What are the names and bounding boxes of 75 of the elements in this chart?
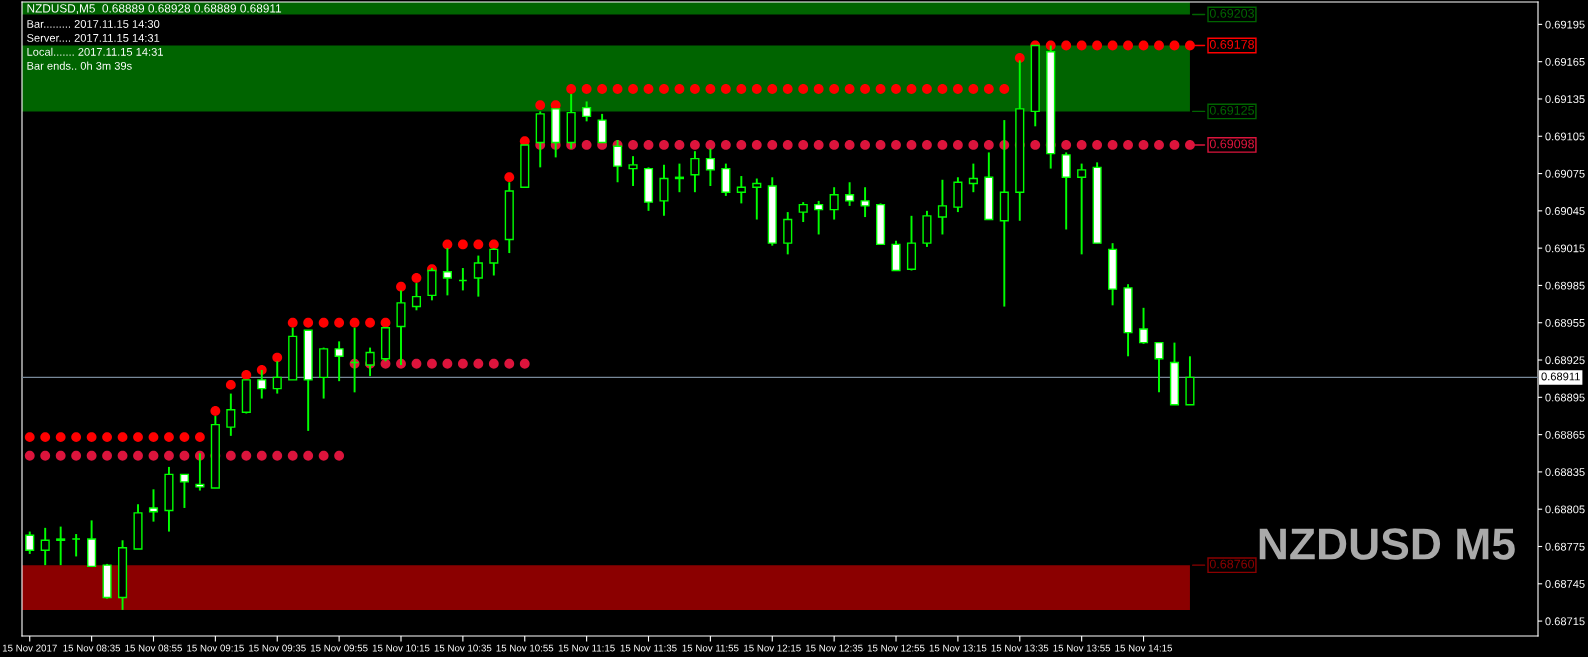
candlestick [40,526,50,567]
candlestick [659,163,669,217]
candlestick [690,150,700,194]
y-tick-label: 0.68745 [1545,580,1585,588]
data-label: 0.69098 [1209,139,1255,149]
candlestick [968,162,978,194]
x-tick-label: 15 Nov 2017 [2,644,57,652]
candlestick [628,155,638,187]
annotation: NZDUSD M5 [1259,528,1515,560]
y-tick-label: 0.69045 [1545,207,1585,215]
y-tick-label: 0.68925 [1545,356,1585,365]
candlestick [179,473,189,509]
data-label: 0.69178 [1209,40,1255,49]
y-tick-label: 0.68895 [1545,393,1585,402]
y-tick-label: 0.68985 [1545,281,1585,290]
annotation: Bar ends.. 0h 3m 39s [27,61,132,70]
candlestick [334,340,344,383]
band-label: 0.69125 [1209,105,1255,115]
x-tick-label: 15 Nov 10:35 [434,644,492,652]
candlestick [845,181,855,207]
band-label: 0.68760 [1209,559,1255,569]
x-tick-label: 15 Nov 10:15 [372,644,430,652]
y-tick-label: 0.69135 [1545,95,1585,104]
candlestick [1061,151,1071,231]
x-tick-label: 15 Nov 11:15 [558,644,615,652]
band-label: 0.69203 [1209,8,1255,18]
x-tick-label: 15 Nov 08:55 [125,644,182,652]
candlestick [829,186,839,221]
candlestick [473,254,483,298]
x-tick-label: 15 Nov 10:55 [496,644,554,652]
y-tick-label: 0.68835 [1545,468,1585,477]
x-tick-label: 15 Nov 12:55 [867,644,925,652]
x-tick-label: 15 Nov 09:55 [310,644,368,652]
chart-title: NZDUSD,M5 0.68889 0.68928 0.68889 0.68911 [27,4,282,14]
annotation: Bar......... 2017.11.15 14:30 [27,20,160,28]
candlestick [226,392,236,437]
y-tick-label: 0.69165 [1545,57,1585,66]
x-tick-label: 15 Nov 11:55 [682,644,739,652]
candlestick [798,201,808,224]
x-tick-label: 15 Nov 12:35 [805,644,863,652]
candlestick [814,199,824,236]
candlestick [860,186,870,219]
y-tick-label: 0.68955 [1545,319,1585,327]
x-tick-label: 15 Nov 09:35 [249,644,306,652]
candlestick [783,211,793,256]
y-tick-label: 0.69105 [1545,132,1585,141]
x-tick-label: 15 Nov 11:35 [620,644,677,652]
x-tick-label: 15 Nov 13:35 [991,644,1049,652]
x-tick-label: 15 Nov 09:15 [187,644,244,652]
x-tick-label: 15 Nov 13:15 [929,644,987,652]
candlestick [1138,306,1149,345]
y-tick-label: 0.68805 [1545,505,1585,514]
candlestick [1077,162,1087,256]
y-tick-label: 0.69075 [1545,169,1585,178]
candlestick [937,178,947,236]
candlestick [721,162,731,197]
candlestick [736,175,746,205]
x-tick-label: 15 Nov 12:15 [744,644,801,652]
x-tick-label: 15 Nov 08:35 [63,644,121,652]
candlestick [1154,341,1164,394]
candlestick [148,488,159,523]
x-tick-label: 15 Nov 14:15 [1115,644,1173,652]
y-tick-label: 0.68865 [1545,430,1585,439]
y-tick-label: 0.68715 [1545,617,1585,626]
y-tick-label: 0.69015 [1545,244,1585,253]
annotation: Local....... 2017.11.15 14:31 [27,47,163,56]
annotation: Server.... 2017.11.15 14:31 [27,33,160,42]
candlestick [25,530,35,555]
y-tick-label: 0.68775 [1545,542,1585,551]
candlestick [582,100,592,123]
y-tick-label: 0.69195 [1545,20,1585,29]
candlestick [56,525,66,567]
ref-line-label: 0.68911 [1541,372,1580,381]
candlestick [752,177,762,221]
x-tick-label: 15 Nov 13:55 [1053,644,1111,652]
